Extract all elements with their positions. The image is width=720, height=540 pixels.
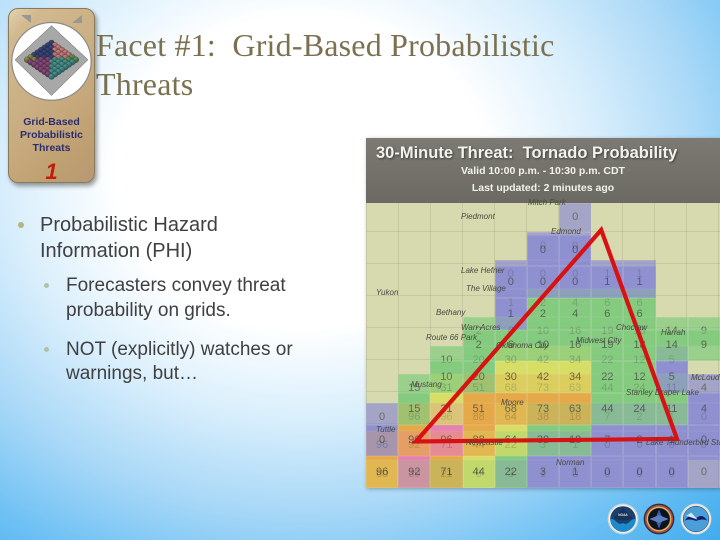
svg-text:NOAA: NOAA [618,513,628,517]
